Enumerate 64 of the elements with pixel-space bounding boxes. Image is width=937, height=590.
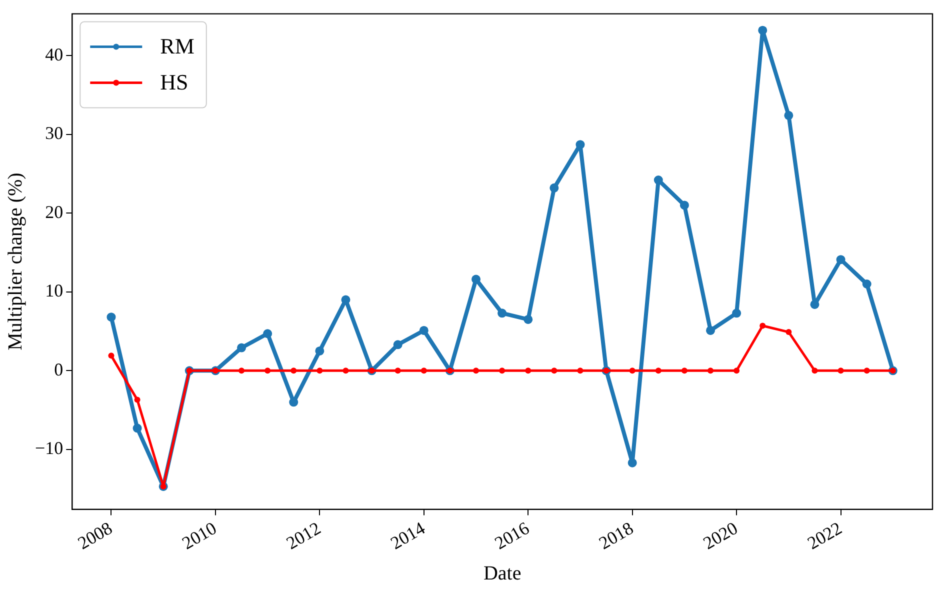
point	[681, 368, 688, 374]
point	[550, 183, 559, 192]
point	[864, 368, 870, 374]
point	[706, 326, 716, 335]
point	[419, 326, 428, 335]
point	[498, 308, 507, 318]
point	[810, 300, 820, 309]
point	[342, 368, 349, 374]
point	[472, 274, 481, 284]
point	[237, 343, 246, 352]
point	[393, 340, 402, 350]
y-tick-label: 30	[45, 123, 64, 144]
y-tick-label: 0	[54, 359, 64, 380]
point	[394, 368, 401, 374]
x-tick-label: 2008	[74, 518, 116, 554]
x-tick-label: 2014	[387, 518, 428, 554]
point	[784, 110, 794, 120]
point	[628, 458, 637, 468]
point	[708, 368, 714, 374]
x-tick-label: 2022	[804, 518, 846, 554]
x-tick-label: 2012	[282, 518, 324, 554]
point	[680, 200, 689, 210]
point	[420, 368, 427, 374]
x-tick-label: 2020	[700, 518, 741, 554]
point	[732, 308, 742, 318]
y-axis-title: Multiplier change (%)	[4, 172, 26, 350]
point	[473, 368, 480, 374]
point	[734, 368, 740, 374]
y-tick-label: −10	[34, 438, 64, 458]
point	[836, 255, 846, 264]
point	[524, 314, 533, 324]
x-tick-label: 2016	[491, 518, 532, 554]
point	[263, 329, 272, 338]
point	[316, 368, 323, 374]
point	[760, 322, 766, 329]
y-tick-label: 20	[45, 202, 64, 222]
legend-label: HS	[160, 70, 188, 95]
point	[132, 424, 142, 433]
y-tick-label: 10	[45, 280, 64, 301]
point	[264, 368, 271, 374]
point	[629, 368, 636, 374]
point	[786, 329, 792, 336]
point	[134, 396, 140, 403]
x-tick-label: 2018	[596, 518, 637, 554]
point	[577, 368, 584, 374]
point	[655, 368, 662, 374]
point	[499, 368, 506, 374]
point	[576, 140, 585, 150]
x-tick-label: 2010	[178, 518, 220, 554]
point	[862, 280, 872, 288]
point	[108, 352, 114, 359]
point	[315, 346, 324, 356]
point	[838, 368, 844, 374]
legend-label: RM	[160, 34, 194, 59]
point	[758, 26, 768, 35]
point	[654, 176, 663, 185]
point	[525, 368, 532, 374]
point	[290, 368, 297, 374]
y-tick-label: 40	[45, 44, 64, 64]
point	[812, 368, 818, 374]
point	[106, 312, 116, 322]
point	[551, 368, 558, 374]
point	[238, 368, 245, 374]
x-axis-title: Date	[483, 562, 522, 584]
